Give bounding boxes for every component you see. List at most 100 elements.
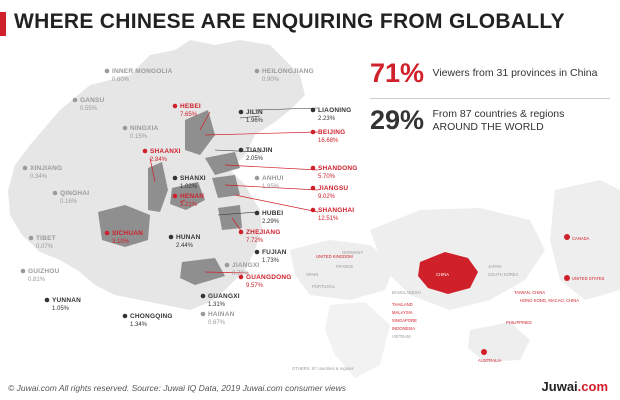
china-viewers-percent: 71% xyxy=(370,58,425,88)
province-marker xyxy=(254,175,260,181)
global-viewers-text-line1: From 87 countries & regions xyxy=(432,107,565,120)
province-value: 3.10% xyxy=(112,239,130,245)
province-name: HUBEI xyxy=(262,210,283,217)
juwai-logo[interactable]: Juwai.com xyxy=(542,379,608,394)
province-value: 2.05% xyxy=(246,156,264,162)
world-region-label: BANGLADESH xyxy=(392,290,421,295)
province-name: GUIZHOU xyxy=(28,268,59,275)
world-region-label: INDONESIA xyxy=(392,326,415,331)
province-value: 1.96% xyxy=(246,118,264,124)
world-region-label: VIETNAM xyxy=(392,334,411,339)
province-name: SICHUAN xyxy=(112,230,143,237)
province-marker xyxy=(104,230,110,236)
province-marker xyxy=(238,229,244,235)
zhejiang-region xyxy=(218,205,242,230)
province-marker xyxy=(224,262,230,268)
world-region-label: PHILIPPINES xyxy=(506,320,532,325)
page-title: WHERE CHINESE ARE ENQUIRING FROM GLOBALL… xyxy=(14,10,565,33)
province-marker xyxy=(238,109,244,115)
province-name: YUNNAN xyxy=(52,297,81,304)
province-value: 0.34% xyxy=(30,174,48,180)
logo-suffix: .com xyxy=(577,379,608,394)
province-value: 0.60% xyxy=(112,77,130,83)
province-name: GUANGXI xyxy=(208,293,240,300)
province-name: SHANDONG xyxy=(318,165,358,172)
world-region-label: AUSTRALIA xyxy=(478,358,501,363)
province-name: FUJIAN xyxy=(262,249,287,256)
province-value: 2.29% xyxy=(262,219,280,225)
world-region-label: CANADA xyxy=(572,236,590,241)
global-viewers-percent: 29% xyxy=(370,105,425,135)
province-marker xyxy=(72,97,78,103)
province-marker xyxy=(310,165,316,171)
hebei-region xyxy=(185,110,215,155)
province-name: SHAANXI xyxy=(150,148,181,155)
province-marker xyxy=(254,68,260,74)
world-region-label: THAILAND xyxy=(392,302,413,307)
province-marker xyxy=(254,210,260,216)
province-value: 2.44% xyxy=(176,243,194,249)
province-labels: INNER MONGOLIA 0.60% HEILONGJIANG 0.90% GANS… xyxy=(20,68,358,328)
province-value: 9.57% xyxy=(246,283,264,289)
province-value: 9.02% xyxy=(318,194,336,200)
province-marker xyxy=(142,148,148,154)
province-value: 7.72% xyxy=(246,238,264,244)
province-name: INNER MONGOLIA xyxy=(112,68,173,75)
province-marker xyxy=(200,293,206,299)
province-name: GUANGDONG xyxy=(246,274,292,281)
province-name: ZHEJIANG xyxy=(246,229,280,236)
province-value: 0.81% xyxy=(28,277,46,283)
stats-divider xyxy=(370,98,610,99)
north-america-landmass xyxy=(550,180,620,300)
leader-lines xyxy=(149,111,319,274)
united-states-dot xyxy=(564,275,570,281)
province-name: HENAN xyxy=(180,193,204,200)
shaanxi-region xyxy=(148,162,168,212)
province-value: 1.31% xyxy=(208,302,226,308)
province-marker xyxy=(310,185,316,191)
shandong-region xyxy=(205,152,240,175)
global-viewers-stat: 29% From 87 countries & regions AROUND T… xyxy=(370,105,564,136)
world-region-label: UNITED KINGDOM xyxy=(316,254,353,259)
province-name: JILIN xyxy=(246,109,263,116)
province-name: GANSU xyxy=(80,97,105,104)
province-marker xyxy=(22,165,28,171)
china-viewers-stat: 71% Viewers from 31 provinces in China xyxy=(370,58,597,89)
world-region-label: PORTUGAL xyxy=(312,284,336,289)
province-value: 1.02% xyxy=(180,184,198,190)
province-marker xyxy=(200,311,206,317)
province-value: 0.16% xyxy=(60,199,78,205)
oceania-landmass xyxy=(468,322,530,362)
title-accent-bar xyxy=(0,12,6,36)
province-value: 1.73% xyxy=(262,258,280,264)
province-name: QINGHAI xyxy=(60,190,89,197)
province-name: HEILONGJIANG xyxy=(262,68,314,75)
province-marker xyxy=(44,297,50,303)
world-region-label: CHINA xyxy=(436,272,449,277)
province-marker xyxy=(122,313,128,319)
province-value: 0.15% xyxy=(130,134,148,140)
province-name: TIANJIN xyxy=(246,147,273,154)
province-value: 3.21% xyxy=(180,202,198,208)
province-value: 2.84% xyxy=(150,157,168,163)
province-value: 0.72% xyxy=(232,271,250,277)
world-region-label: UNITED STATES xyxy=(572,276,605,281)
province-marker xyxy=(28,235,34,241)
province-value: 0.90% xyxy=(262,77,280,83)
province-name: TIBET xyxy=(36,235,56,242)
province-marker xyxy=(104,68,110,74)
province-name: HUNAN xyxy=(176,234,201,241)
leader-lines-dark xyxy=(214,107,319,216)
world-region-label: MALAYSIA xyxy=(392,310,413,315)
province-marker xyxy=(52,190,58,196)
province-value: 16.68% xyxy=(318,138,339,144)
world-region-label: TAIWAN, CHINA xyxy=(514,290,545,295)
province-marker xyxy=(172,103,178,109)
province-marker xyxy=(20,268,26,274)
province-marker xyxy=(122,125,128,131)
china-viewers-text: Viewers from 31 provinces in China xyxy=(432,67,598,79)
province-marker xyxy=(254,249,260,255)
province-value: 0.55% xyxy=(80,106,98,112)
province-name: JIANGSU xyxy=(318,185,348,192)
